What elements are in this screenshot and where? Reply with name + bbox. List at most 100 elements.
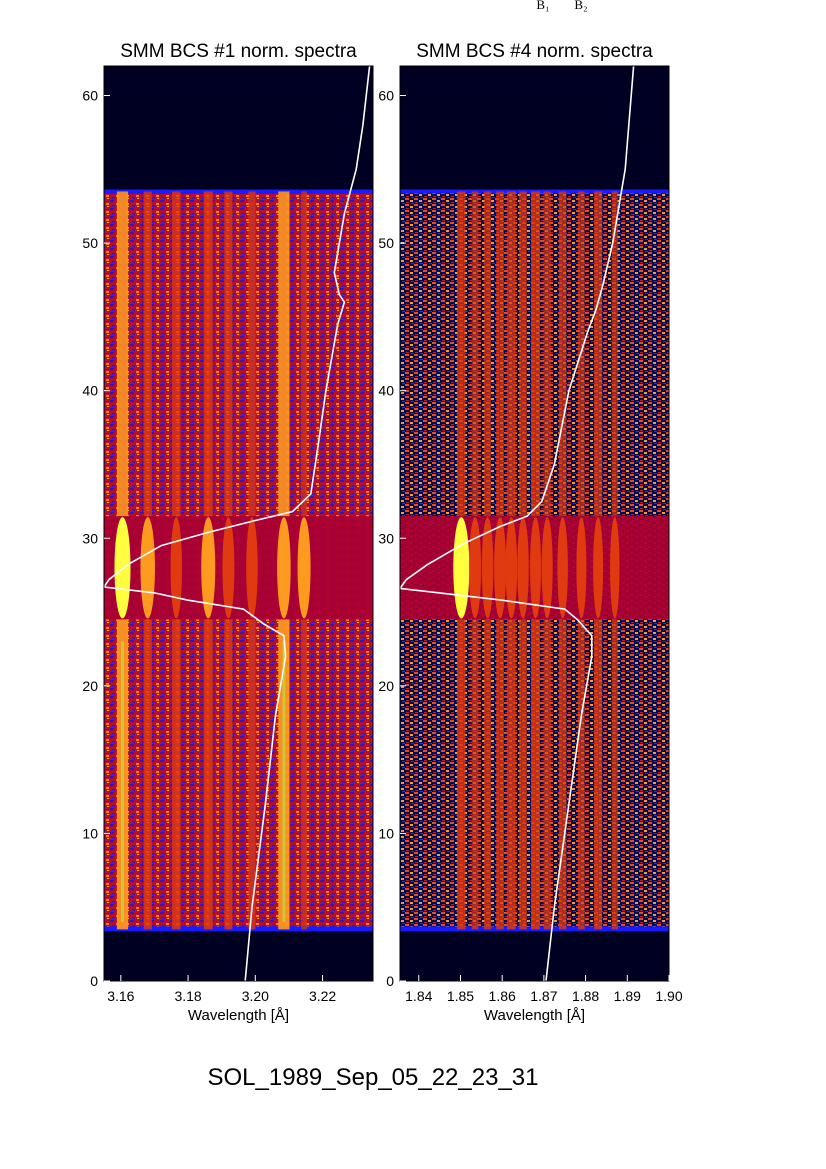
overlay-curve — [104, 66, 371, 981]
flare-line — [541, 517, 553, 619]
plot-area — [104, 66, 373, 981]
x-tick-label: 1.88 — [572, 988, 599, 1004]
y-tick-label: 10 — [82, 825, 98, 841]
flare-line — [557, 517, 568, 619]
x-tick-label: 3.22 — [309, 988, 336, 1004]
x-tick-label: 3.16 — [107, 988, 134, 1004]
spectral-line-upper — [301, 191, 307, 517]
spectral-line-upper — [531, 191, 541, 517]
y-tick-label: 40 — [82, 383, 98, 399]
spectral-line-upper — [519, 191, 527, 517]
spectral-line-upper — [172, 191, 181, 517]
spectral-line-lower — [172, 619, 181, 930]
y-tick-label: 40 — [378, 383, 394, 399]
spectral-line-lower — [248, 619, 256, 930]
y-tick-label: 50 — [82, 235, 98, 251]
spectral-line-lower — [496, 619, 504, 930]
spectral-line-upper — [203, 191, 213, 517]
spectral-line-upper — [543, 191, 551, 517]
chart-title: SMM BCS #4 norm. spectra — [416, 41, 653, 62]
y-tick-label: 50 — [378, 235, 394, 251]
chart-title: SMM BCS #1 norm. spectra — [120, 41, 357, 62]
spectral-line-upper — [496, 191, 504, 517]
y-tick-label: 30 — [378, 530, 394, 546]
y-tick-label: 20 — [82, 678, 98, 694]
y-tick-label: 20 — [378, 678, 394, 694]
spectral-line-lower — [531, 619, 541, 930]
flare-line — [530, 517, 542, 619]
spectral-line-lower — [507, 619, 516, 930]
x-axis-label: Wavelength [Å] — [484, 1007, 585, 1024]
chart-panel-bcs4: SMM BCS #4 norm. spectra 1.84 1.85 1.86 1.87… — [378, 41, 682, 1024]
spectral-line-upper — [143, 191, 152, 517]
flare-line — [469, 517, 482, 619]
spectral-line-upper — [611, 191, 618, 517]
flare-line — [494, 517, 507, 619]
spectral-line-upper — [248, 191, 256, 517]
band-bottom-edge — [104, 926, 373, 932]
x-tick-label: 1.90 — [655, 988, 682, 1004]
flare-line — [246, 517, 258, 619]
spectral-line-lower — [519, 619, 527, 930]
x-tick-label: 1.84 — [405, 988, 432, 1004]
spectral-line-lower — [578, 619, 585, 930]
spectral-line-lower — [543, 619, 551, 930]
flare-line — [610, 517, 620, 619]
y-tick-label: 10 — [378, 825, 394, 841]
flare-line — [222, 517, 235, 619]
y-tick-label: 60 — [82, 88, 98, 104]
spectral-line-upper — [507, 191, 516, 517]
spectral-line-lower — [611, 619, 618, 930]
spectral-line-lower — [203, 619, 213, 930]
x-tick-label: 3.18 — [174, 988, 201, 1004]
plot-area — [400, 66, 669, 981]
spectral-line-lower — [457, 619, 466, 930]
spectral-line-upper — [594, 191, 603, 517]
spectral-line-upper — [278, 191, 290, 517]
flare-line — [593, 517, 604, 619]
x-tick-label: 1.86 — [489, 988, 516, 1004]
flare-line — [297, 517, 311, 619]
spectral-line-lower — [471, 619, 479, 930]
y-tick-label: 0 — [90, 973, 98, 989]
flare-line — [505, 517, 518, 619]
spectral-line-upper — [457, 191, 466, 517]
spectral-line-upper — [224, 191, 233, 517]
spectral-line-upper — [558, 191, 567, 517]
x-tick-label: 1.87 — [530, 988, 557, 1004]
top-label-b2: B₂ — [574, 0, 587, 12]
x-axis-label: Wavelength [Å] — [188, 1007, 289, 1024]
chart-panel-bcs1: SMM BCS #1 norm. spectra 3.16 3.18 3.20 3.22… — [82, 41, 374, 1024]
band-top-edge — [104, 189, 373, 194]
x-tick-label: 1.89 — [614, 988, 641, 1004]
spectral-line-upper — [471, 191, 479, 517]
spectral-line-lower — [594, 619, 603, 930]
flare-line — [576, 517, 587, 619]
flare-line — [170, 517, 183, 619]
x-tick-label: 3.20 — [242, 988, 269, 1004]
flare-line — [517, 517, 529, 619]
plot-frame — [399, 65, 670, 982]
plot-frame — [103, 65, 374, 982]
spectral-line-core — [282, 641, 286, 922]
top-label-b1: B₁ — [536, 0, 549, 12]
spectral-line-lower — [301, 619, 307, 930]
event-id-title: SOL_1989_Sep_05_22_23_31 — [207, 1064, 539, 1091]
y-tick-label: 30 — [82, 530, 98, 546]
spectral-line-lower — [224, 619, 233, 930]
spectral-line-lower — [143, 619, 152, 930]
flare-line — [481, 517, 494, 619]
overlay-curve — [400, 66, 635, 981]
spectral-line-lower — [484, 619, 492, 930]
spectral-line-upper — [484, 191, 492, 517]
flare-line — [277, 517, 291, 619]
flare-line — [453, 517, 470, 619]
spectral-line-lower — [558, 619, 567, 930]
y-tick-label: 0 — [386, 973, 394, 989]
flare-line — [201, 517, 216, 619]
flare-line — [114, 517, 131, 619]
x-tick-label: 1.85 — [447, 988, 474, 1004]
flare-line — [140, 517, 155, 619]
spectral-line-upper — [116, 191, 129, 517]
